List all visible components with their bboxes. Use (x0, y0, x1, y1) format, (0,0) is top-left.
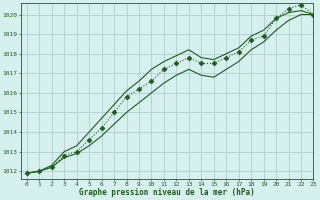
X-axis label: Graphe pression niveau de la mer (hPa): Graphe pression niveau de la mer (hPa) (79, 188, 255, 197)
